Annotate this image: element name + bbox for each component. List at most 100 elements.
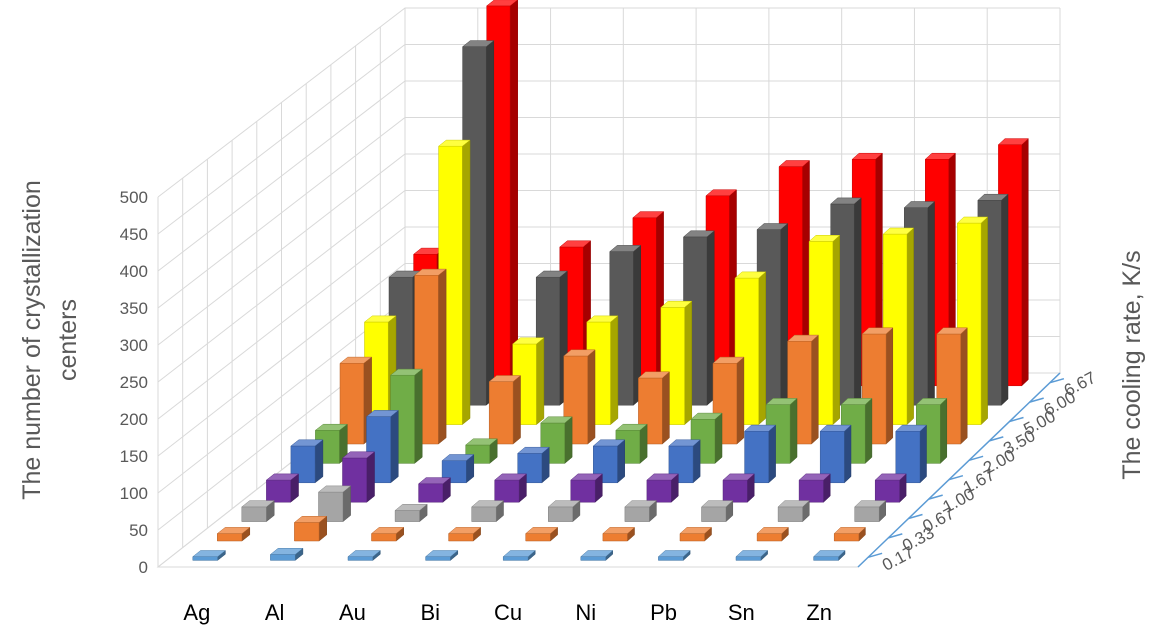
bar (192, 549, 227, 561)
bar (488, 374, 522, 445)
bar-top (512, 337, 545, 345)
category-label: Bi (420, 600, 440, 625)
bar-top (722, 473, 755, 481)
bar (269, 547, 304, 561)
bar-top (712, 356, 745, 364)
bar-front (874, 479, 900, 503)
bar (615, 423, 648, 464)
bar-side (662, 371, 670, 445)
bar-side (485, 40, 495, 406)
bar-top (609, 245, 642, 252)
bar-front (735, 556, 762, 561)
bar-side (536, 337, 545, 426)
bar-top (216, 527, 251, 534)
bar-top (580, 550, 614, 557)
bar-top (563, 349, 596, 357)
bar-side (617, 439, 625, 484)
bar-top (290, 439, 324, 447)
bar-top (903, 201, 936, 208)
bar-top (389, 368, 423, 376)
category-label: Pb (650, 600, 677, 625)
bar (441, 453, 475, 484)
bar-top (997, 138, 1029, 145)
bar-top (347, 550, 381, 557)
y-tick-label: 150 (120, 447, 148, 466)
bar-side (1021, 138, 1029, 387)
depth-axis-tick (928, 494, 943, 500)
depth-axis-tick (908, 513, 923, 520)
bar-top (370, 527, 405, 534)
bar (624, 500, 658, 523)
bar-top (624, 500, 658, 508)
bar-front (371, 533, 397, 542)
bar-top (363, 315, 397, 323)
bar-side (512, 374, 521, 445)
bar-top (895, 424, 928, 432)
bar-top (592, 439, 626, 447)
bar-front (756, 533, 782, 542)
depth-axis-tick (1009, 416, 1024, 423)
bar-side (610, 315, 619, 426)
bar (424, 549, 459, 561)
bar-side (844, 424, 852, 484)
bar-top (586, 315, 619, 323)
bar-side (390, 409, 399, 484)
bar-front (270, 554, 296, 561)
bar-side (885, 327, 894, 445)
bar-side (564, 416, 573, 464)
bar-top (535, 270, 568, 278)
bar-top (517, 446, 550, 454)
bar-side (789, 397, 798, 464)
bar-top (615, 423, 648, 431)
bar-front (192, 556, 218, 561)
bar (854, 500, 887, 523)
bar (471, 500, 505, 523)
bar (700, 500, 734, 523)
bar-side (438, 268, 447, 445)
depth-axis-title: The cooling rate, K/s (1118, 250, 1146, 479)
bar-top (798, 473, 831, 481)
category-label: Zn (806, 600, 832, 625)
bar-top (756, 527, 790, 534)
bar-front (701, 506, 727, 522)
bar (394, 503, 428, 523)
category-label: Sn (728, 600, 755, 625)
bar (502, 549, 536, 561)
bar-top (734, 271, 767, 279)
bar-top (765, 398, 798, 405)
bar-top (417, 477, 452, 485)
bar-front (525, 533, 551, 542)
category-label: Ag (183, 600, 210, 625)
bar-front (833, 533, 860, 542)
bar-side (1001, 193, 1009, 406)
bar-top (192, 550, 227, 557)
bar-top (424, 550, 459, 557)
bar (547, 500, 581, 523)
bar-side (714, 412, 723, 464)
bar (833, 526, 867, 542)
bar-top (437, 139, 471, 147)
bar-top (915, 398, 948, 405)
y-tick-label: 250 (120, 373, 148, 392)
y-tick-label: 300 (120, 336, 148, 355)
bar (241, 500, 275, 523)
bar-top (679, 527, 713, 534)
depth-axis-tick (968, 455, 984, 462)
bar-top (874, 473, 907, 481)
bar-top (819, 424, 852, 432)
bar-top (840, 398, 873, 405)
bar-top (851, 152, 884, 160)
bar-top (265, 473, 300, 481)
bar (874, 473, 907, 503)
bar-front (580, 556, 606, 561)
bar (722, 473, 755, 503)
bar-top (547, 500, 581, 508)
bar-side (414, 368, 423, 464)
bar-front (471, 506, 497, 522)
bar (290, 439, 324, 484)
y-tick-label: 200 (120, 410, 148, 429)
bar-top (682, 230, 715, 238)
depth-axis-tick (867, 552, 883, 559)
bar-top (461, 40, 495, 47)
bar-front (602, 533, 628, 542)
